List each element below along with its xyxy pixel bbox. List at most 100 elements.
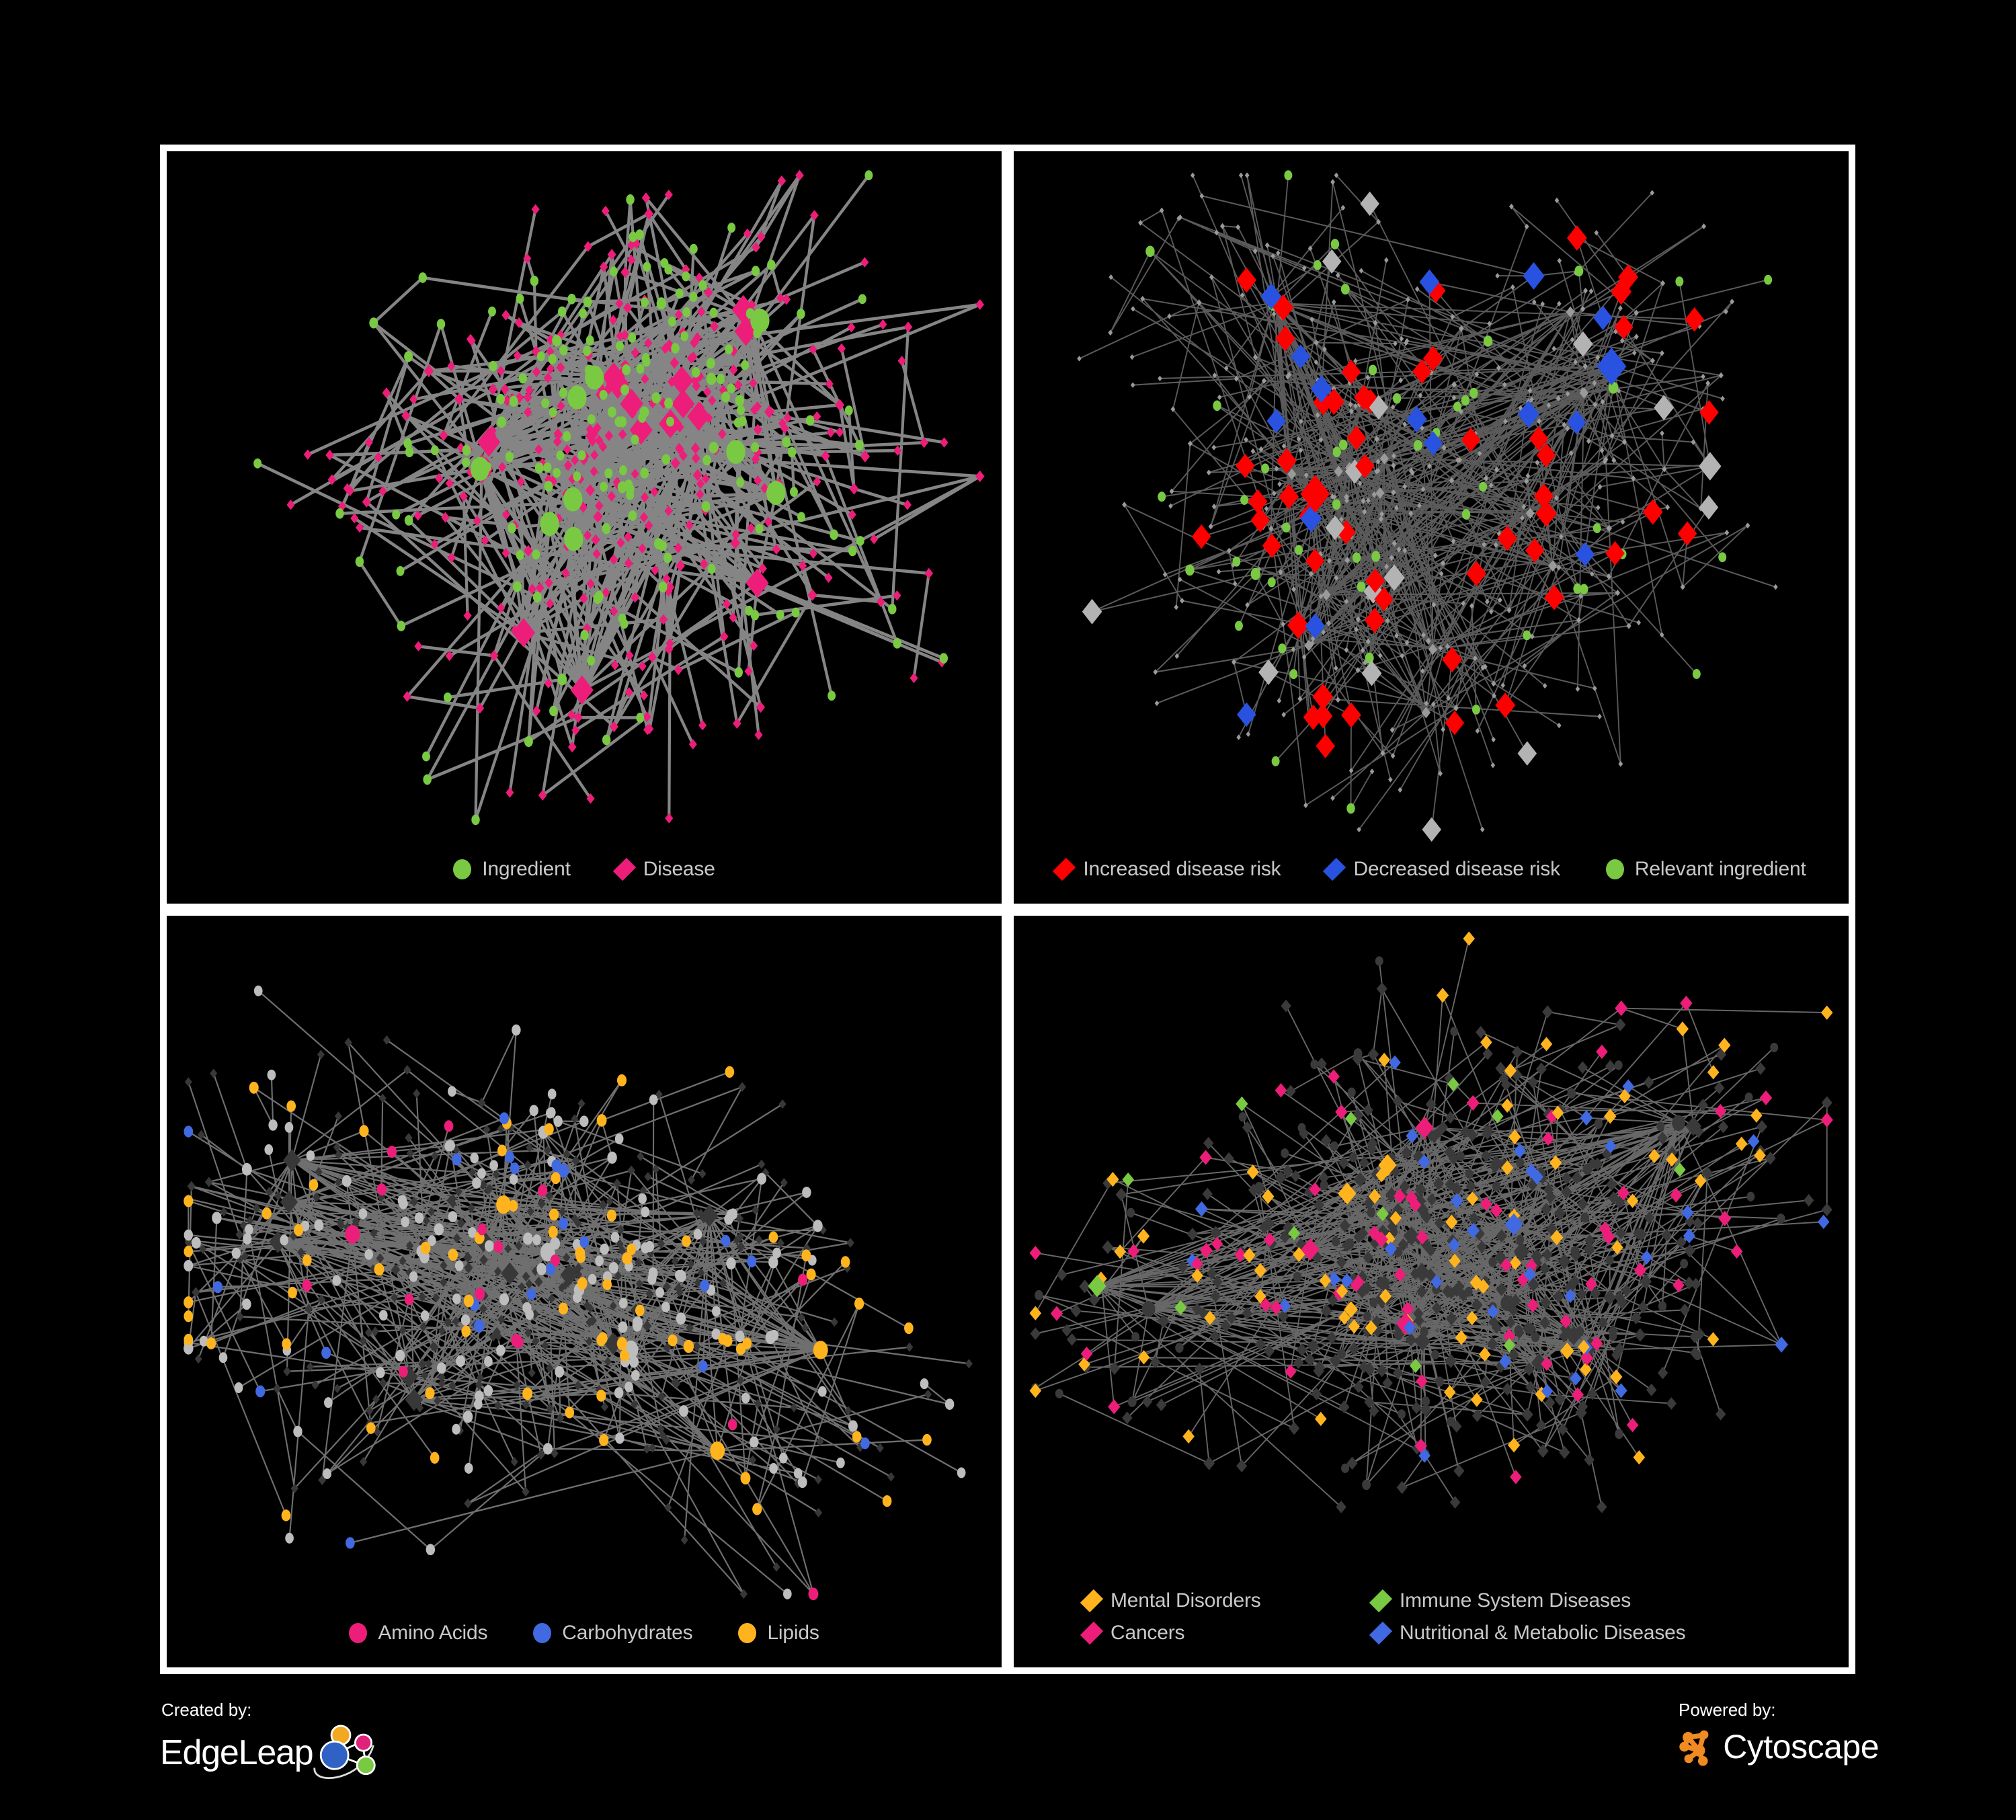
- network-node[interactable]: [311, 1380, 319, 1390]
- network-node[interactable]: [548, 1226, 558, 1238]
- network-node[interactable]: [1575, 686, 1580, 692]
- network-node[interactable]: [1468, 1212, 1480, 1225]
- network-node[interactable]: [582, 346, 592, 356]
- network-node[interactable]: [1369, 1297, 1378, 1307]
- network-node[interactable]: [636, 364, 645, 374]
- network-node[interactable]: [686, 1322, 694, 1333]
- network-node[interactable]: [242, 1298, 251, 1310]
- network-node[interactable]: [744, 666, 753, 677]
- network-node[interactable]: [797, 512, 806, 522]
- network-node[interactable]: [1411, 1400, 1422, 1414]
- network-node[interactable]: [543, 462, 552, 473]
- network-node[interactable]: [662, 1435, 670, 1445]
- network-node[interactable]: [496, 393, 506, 405]
- network-node[interactable]: [543, 1442, 553, 1455]
- network-node[interactable]: [1490, 1202, 1503, 1218]
- network-node[interactable]: [1365, 1320, 1377, 1335]
- network-node[interactable]: [531, 1308, 539, 1319]
- network-node[interactable]: [1338, 439, 1348, 450]
- network-node[interactable]: [549, 407, 557, 418]
- network-node[interactable]: [609, 1300, 617, 1310]
- network-node[interactable]: [1583, 1241, 1596, 1257]
- network-node[interactable]: [184, 1229, 193, 1240]
- network-node[interactable]: [1392, 393, 1402, 404]
- panel-disease-class[interactable]: Mental Disorders Immune System Diseases Ca…: [1014, 915, 1849, 1667]
- network-node[interactable]: [345, 1224, 360, 1244]
- network-node[interactable]: [1606, 573, 1611, 580]
- network-node[interactable]: [1363, 659, 1368, 666]
- network-node[interactable]: [1287, 611, 1309, 639]
- network-node[interactable]: [836, 1457, 845, 1468]
- network-node[interactable]: [1375, 955, 1383, 965]
- network-node[interactable]: [1621, 1283, 1632, 1297]
- network-node[interactable]: [559, 344, 568, 356]
- network-node[interactable]: [830, 1316, 838, 1327]
- network-node[interactable]: [1550, 1229, 1564, 1245]
- network-node[interactable]: [772, 1423, 780, 1434]
- network-node[interactable]: [592, 549, 601, 559]
- network-node[interactable]: [1398, 1409, 1406, 1419]
- network-node[interactable]: [399, 1365, 408, 1378]
- network-node[interactable]: [1368, 364, 1377, 376]
- network-node[interactable]: [1354, 627, 1359, 633]
- network-node[interactable]: [1122, 1172, 1134, 1187]
- network-node[interactable]: [245, 1224, 253, 1235]
- network-node[interactable]: [854, 1297, 864, 1310]
- network-node[interactable]: [197, 1130, 205, 1140]
- network-node[interactable]: [1299, 1127, 1309, 1140]
- network-node[interactable]: [1375, 1275, 1387, 1290]
- network-node[interactable]: [596, 1113, 607, 1127]
- network-node[interactable]: [846, 1237, 854, 1248]
- network-node[interactable]: [431, 1150, 439, 1160]
- network-node[interactable]: [524, 545, 533, 557]
- network-node[interactable]: [1088, 1274, 1106, 1297]
- network-node[interactable]: [467, 335, 476, 346]
- edgeleap-logo[interactable]: Created by: EdgeLeap: [160, 1700, 382, 1787]
- network-node[interactable]: [501, 547, 510, 559]
- network-node[interactable]: [1575, 542, 1595, 567]
- network-node[interactable]: [1384, 563, 1389, 570]
- network-node[interactable]: [602, 1278, 612, 1290]
- network-node[interactable]: [579, 308, 588, 319]
- network-node[interactable]: [797, 309, 805, 319]
- network-node[interactable]: [1469, 1274, 1483, 1290]
- network-node[interactable]: [1529, 633, 1535, 639]
- network-node[interactable]: [526, 1142, 534, 1152]
- network-node[interactable]: [1353, 1380, 1364, 1393]
- network-node[interactable]: [1344, 598, 1349, 604]
- network-node[interactable]: [454, 1186, 462, 1197]
- network-node[interactable]: [1281, 999, 1291, 1012]
- network-node[interactable]: [1685, 307, 1704, 332]
- network-node[interactable]: [1293, 1271, 1302, 1282]
- network-node[interactable]: [1442, 647, 1463, 673]
- network-node[interactable]: [1236, 453, 1255, 479]
- network-node[interactable]: [1560, 1321, 1572, 1336]
- network-node[interactable]: [586, 793, 595, 804]
- network-node[interactable]: [558, 1302, 569, 1314]
- network-node[interactable]: [419, 1321, 428, 1331]
- network-node[interactable]: [1556, 395, 1561, 402]
- network-node[interactable]: [585, 484, 596, 497]
- network-node[interactable]: [493, 1266, 502, 1276]
- network-node[interactable]: [680, 331, 689, 342]
- network-node[interactable]: [1636, 1227, 1647, 1241]
- network-node[interactable]: [366, 1421, 376, 1434]
- network-node[interactable]: [719, 385, 728, 396]
- network-node[interactable]: [1418, 392, 1423, 399]
- network-node[interactable]: [506, 787, 514, 798]
- network-node[interactable]: [489, 1331, 497, 1341]
- network-node[interactable]: [580, 629, 589, 641]
- network-node[interactable]: [633, 1320, 642, 1332]
- network-node[interactable]: [1523, 1266, 1536, 1282]
- network-node[interactable]: [975, 470, 985, 483]
- network-node[interactable]: [1211, 444, 1217, 450]
- network-node[interactable]: [676, 1287, 684, 1297]
- network-node[interactable]: [531, 1266, 539, 1276]
- network-node[interactable]: [518, 372, 528, 384]
- network-node[interactable]: [1593, 305, 1613, 331]
- network-node[interactable]: [1158, 375, 1162, 382]
- network-node[interactable]: [602, 734, 611, 746]
- network-node[interactable]: [721, 391, 730, 403]
- network-node[interactable]: [640, 467, 649, 479]
- network-node[interactable]: [401, 1216, 410, 1227]
